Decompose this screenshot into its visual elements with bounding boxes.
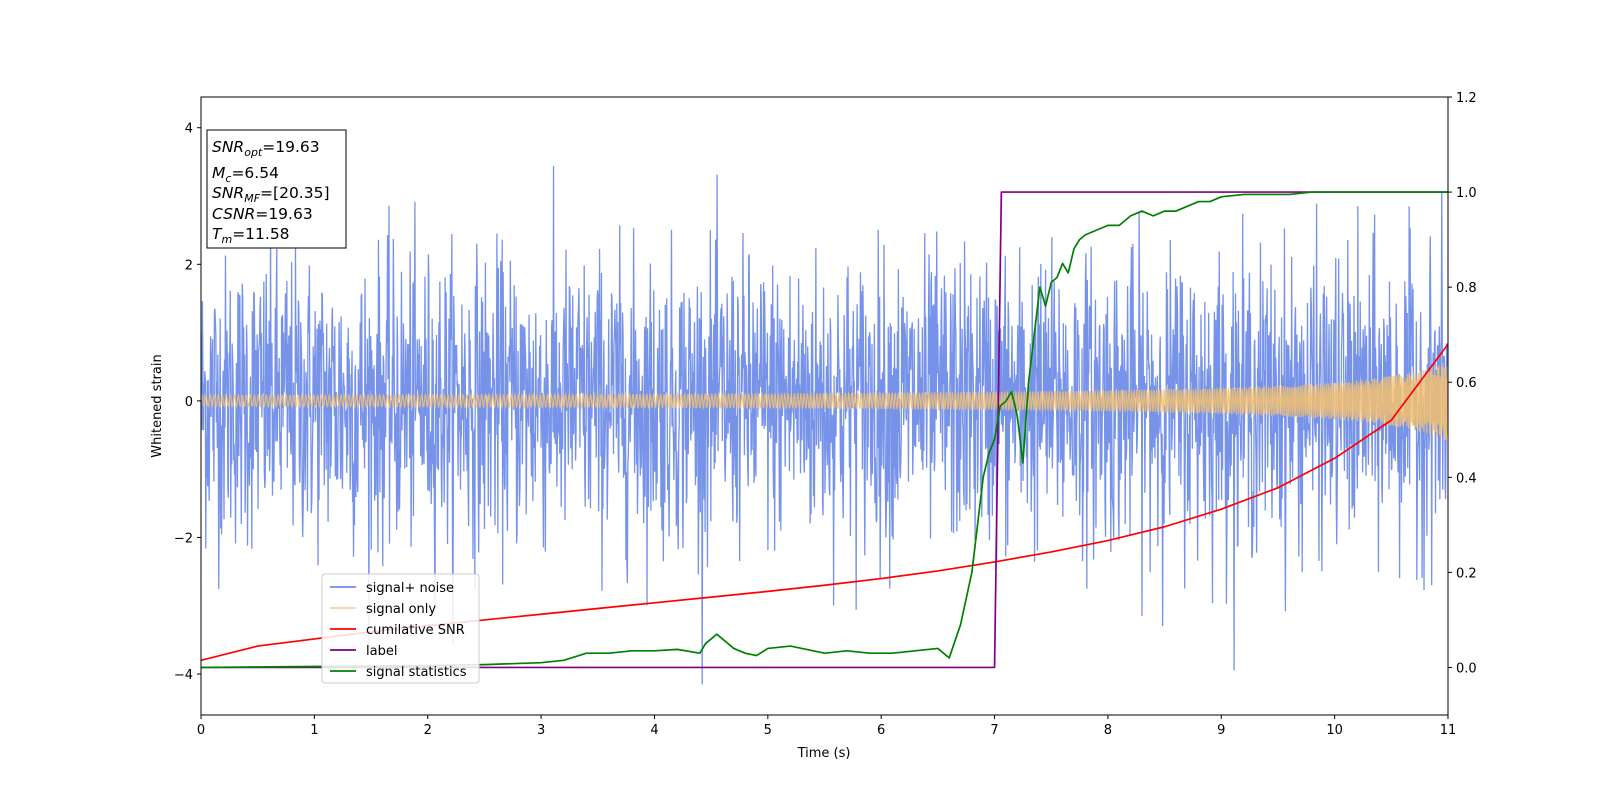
info-mc: Mc=6.54 — [212, 164, 279, 185]
y-axis-right: 0.0 0.2 0.4 0.6 0.8 1.0 1.2 — [1448, 91, 1477, 676]
info-snr-opt: SNRopt=19.63 — [212, 138, 320, 159]
x-tick-label: 8 — [1104, 723, 1112, 738]
y-axis-label: Whitened strain — [150, 354, 165, 457]
x-tick-label: 11 — [1440, 723, 1457, 738]
x-tick-label: 9 — [1217, 723, 1225, 738]
x-tick-label: 2 — [424, 723, 432, 738]
x-tick-label: 3 — [537, 723, 545, 738]
info-box: SNRopt=19.63 Mc=6.54 SNRMF=[20.35] CSNR=… — [206, 129, 347, 249]
series-line-signal-only — [201, 362, 1448, 441]
info-csnr: CSNR=19.63 — [212, 205, 313, 223]
legend-label: signal+ noise — [366, 581, 454, 596]
y2-tick-label: 1.2 — [1456, 91, 1477, 106]
y-tick-label: −2 — [174, 531, 193, 546]
y-tick-label: 2 — [185, 258, 193, 273]
y2-tick-label: 0.6 — [1456, 376, 1477, 391]
y2-tick-label: 0.4 — [1456, 471, 1477, 486]
y-tick-label: 4 — [185, 122, 193, 137]
y-axis-left: −4 −2 0 2 4 — [174, 122, 201, 683]
y2-tick-label: 0.0 — [1456, 661, 1477, 676]
y2-tick-label: 1.0 — [1456, 186, 1477, 201]
x-tick-label: 7 — [990, 723, 998, 738]
x-axis: 0 1 2 3 4 5 6 7 8 9 10 11 — [197, 715, 1456, 738]
plot-frame — [200, 96, 1449, 716]
info-tm: Tm=11.58 — [212, 225, 290, 246]
x-tick-label: 4 — [650, 723, 658, 738]
series-line-signal-statistics — [201, 191, 1448, 669]
x-tick-label: 6 — [877, 723, 885, 738]
x-tick-label: 10 — [1326, 723, 1343, 738]
x-tick-label: 1 — [310, 723, 318, 738]
legend: signal+ noise signal only cumilative SNR la… — [321, 573, 480, 684]
legend-label: signal only — [366, 602, 436, 617]
x-tick-label: 0 — [197, 723, 205, 738]
series-line-label — [201, 191, 1448, 669]
legend-label: signal statistics — [366, 665, 467, 680]
y2-tick-label: 0.8 — [1456, 281, 1477, 296]
info-snr-mf: SNRMF=[20.35] — [212, 184, 330, 205]
legend-label: label — [366, 644, 397, 659]
series-line-signal-noise — [201, 166, 1448, 685]
y-tick-label: 0 — [185, 395, 193, 410]
legend-label: cumilative SNR — [366, 623, 465, 638]
x-axis-label: Time (s) — [797, 746, 851, 761]
y2-tick-label: 0.2 — [1456, 566, 1477, 581]
x-tick-label: 5 — [764, 723, 772, 738]
y-tick-label: −4 — [174, 668, 193, 683]
